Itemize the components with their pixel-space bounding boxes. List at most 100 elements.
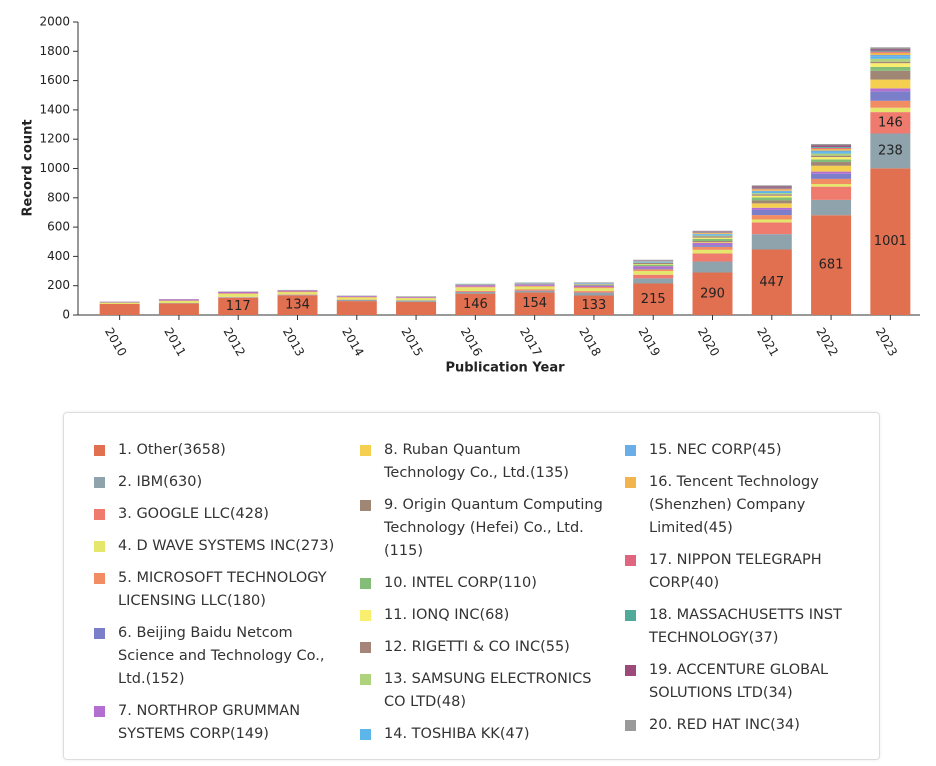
bar-segment	[870, 47, 911, 50]
legend-item[interactable]: 17. NIPPON TELEGRAPH CORP(40)	[625, 549, 870, 595]
bar-segment	[573, 291, 614, 293]
legend-swatch	[360, 674, 371, 685]
bar-segment	[751, 187, 792, 189]
bar-segment	[811, 186, 852, 200]
legend-swatch	[625, 720, 636, 731]
x-tick-label: 2013	[280, 325, 307, 358]
legend-item[interactable]: 15. NEC CORP(45)	[625, 439, 870, 462]
legend-label: 2. IBM(630)	[118, 474, 203, 490]
bar-segment	[692, 231, 733, 233]
bar-segment	[455, 287, 496, 291]
bar-segment	[692, 242, 733, 243]
legend-label: 6. Beijing Baidu Netcom Science and Tech…	[118, 625, 325, 687]
bar-segment	[692, 261, 733, 273]
bar-segment	[218, 297, 259, 298]
bar-segment	[811, 152, 852, 154]
legend-item[interactable]: 3. GOOGLE LLC(428)	[94, 503, 339, 526]
bar-segment	[396, 296, 437, 298]
x-tick-label: 2010	[102, 325, 129, 358]
bar-segment	[633, 262, 674, 265]
bar-segment	[573, 292, 614, 296]
x-axis-title: Publication Year	[445, 361, 565, 376]
x-tick-label: 2019	[636, 325, 663, 358]
legend-label: 3. GOOGLE LLC(428)	[118, 506, 269, 522]
legend-item[interactable]: 18. MASSACHUSETTS INST TECHNOLOGY(37)	[625, 604, 870, 650]
bar-segment	[751, 197, 792, 201]
bar-segment	[573, 283, 614, 285]
bar-segment	[633, 266, 674, 269]
bar-segment	[751, 222, 792, 235]
bar-segment	[870, 51, 911, 53]
legend-item[interactable]: 10. INTEL CORP(110)	[360, 572, 605, 595]
legend-swatch	[625, 445, 636, 456]
legend-item[interactable]: 19. ACCENTURE GLOBAL SOLUTIONS LTD(34)	[625, 659, 870, 705]
legend-item[interactable]: 9. Origin Quantum Computing Technology (…	[360, 494, 605, 563]
data-label: 133	[582, 298, 607, 313]
legend-item[interactable]: 5. MICROSOFT TECHNOLOGY LICENSING LLC(18…	[94, 567, 339, 613]
y-tick-label: 200	[47, 278, 70, 292]
bar-segment	[751, 186, 792, 188]
bar-segment	[692, 237, 733, 239]
bar-segment	[692, 233, 733, 235]
bar-segment	[633, 269, 674, 272]
legend-item[interactable]: 16. Tencent Technology (Shenzhen) Compan…	[625, 471, 870, 540]
legend-label: 8. Ruban Quantum Technology Co., Ltd.(13…	[384, 442, 569, 481]
legend-item[interactable]: 1. Other(3658)	[94, 439, 339, 462]
legend-swatch	[625, 610, 636, 621]
legend-swatch	[625, 477, 636, 488]
bar-segment	[811, 155, 852, 158]
legend-label: 13. SAMSUNG ELECTRONICS CO LTD(48)	[384, 671, 592, 710]
bar-segment	[633, 264, 674, 267]
x-tick-label: 2023	[873, 325, 900, 358]
bar-segment	[633, 268, 674, 270]
bar-segment	[514, 283, 555, 285]
legend-swatch	[360, 642, 371, 653]
bar-segment	[870, 100, 911, 108]
bar-segment	[633, 278, 674, 284]
bar-segment	[99, 301, 140, 303]
x-tick-label: 2011	[161, 325, 188, 358]
legend-item[interactable]: 12. RIGETTI & CO INC(55)	[360, 636, 605, 659]
legend-item[interactable]: 2. IBM(630)	[94, 471, 339, 494]
legend-swatch	[360, 445, 371, 456]
legend-item[interactable]: 4. D WAVE SYSTEMS INC(273)	[94, 535, 339, 558]
legend-item[interactable]: 11. IONQ INC(68)	[360, 604, 605, 627]
bar-segment	[870, 88, 911, 92]
data-label: 290	[700, 286, 725, 301]
bar-segment	[99, 302, 140, 305]
legend-swatch	[94, 628, 105, 639]
bar-segment	[633, 261, 674, 263]
legend-item[interactable]: 6. Beijing Baidu Netcom Science and Tech…	[94, 622, 339, 691]
legend-label: 20. RED HAT INC(34)	[649, 717, 800, 733]
bar-segment	[455, 290, 496, 292]
legend-item[interactable]: 8. Ruban Quantum Technology Co., Ltd.(13…	[360, 439, 605, 485]
legend-column: 15. NEC CORP(45) 16. Tencent Technology (…	[625, 439, 870, 737]
bar-segment	[870, 52, 911, 55]
bar-segment	[633, 261, 674, 262]
x-tick-label: 2021	[754, 325, 781, 358]
chart: Record count Publication Year 0 200 400 600…	[21, 15, 920, 376]
y-tick-label: 0	[62, 308, 70, 322]
legend-item[interactable]: 7. NORTHROP GRUMMAN SYSTEMS CORP(149)	[94, 700, 339, 746]
bar-segment	[99, 304, 140, 315]
bar-segment	[692, 272, 733, 315]
legend-label: 9. Origin Quantum Computing Technology (…	[384, 497, 603, 559]
bar-segment	[692, 238, 733, 242]
legend-item[interactable]: 13. SAMSUNG ELECTRONICS CO LTD(48)	[360, 668, 605, 714]
bar-segment	[692, 235, 733, 237]
bar-segment	[514, 289, 555, 291]
bar-segment	[751, 194, 792, 196]
legend-label: 16. Tencent Technology (Shenzhen) Compan…	[649, 474, 819, 536]
bar-segment	[870, 54, 911, 57]
bar-segment	[692, 241, 733, 243]
legend-item[interactable]: 20. RED HAT INC(34)	[625, 714, 870, 737]
bar-segment	[692, 232, 733, 234]
bar-segment	[514, 292, 555, 315]
y-tick-label: 1800	[39, 44, 70, 58]
x-tick-label: 2012	[221, 325, 248, 358]
legend-item[interactable]: 14. TOSHIBA KK(47)	[360, 723, 605, 746]
legend-label: 1. Other(3658)	[118, 442, 226, 458]
y-tick-label: 1000	[39, 161, 70, 175]
y-tick-label: 400	[47, 249, 70, 263]
bar-segment	[277, 291, 318, 293]
